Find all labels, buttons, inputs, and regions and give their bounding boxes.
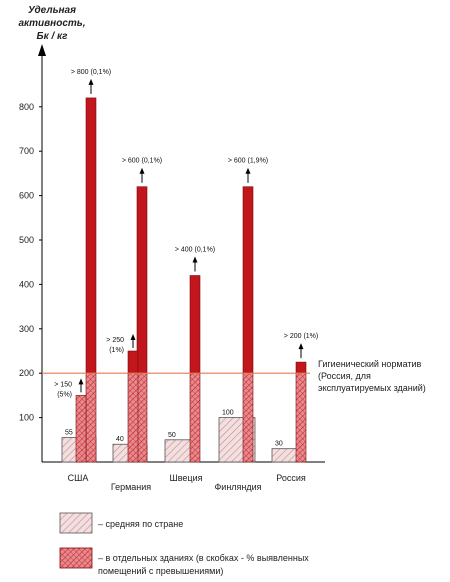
y-tick-label-400: 400 xyxy=(19,279,34,289)
label-extra-1-1: (1%) xyxy=(109,347,124,354)
label-buildings-0: > 800 (0,1%) xyxy=(71,69,111,76)
y-ticks: 100 200 300 400 500 600 700 800 xyxy=(19,102,42,423)
bar-buildings-top-4 xyxy=(295,361,307,374)
bar-buildings-top-2 xyxy=(189,275,201,374)
arrow-head-3 xyxy=(245,167,251,174)
category-label-2: Швеция xyxy=(170,473,203,483)
label-average-0: 55 xyxy=(65,430,73,437)
y-tick-label-500: 500 xyxy=(19,235,34,245)
norm-label-line-2: (Россия, для xyxy=(318,371,371,381)
y-tick-label-600: 600 xyxy=(19,191,34,201)
legend-swatch-buildings xyxy=(59,547,93,569)
y-axis-title-line-2: активность, xyxy=(19,18,86,29)
label-average-1: 40 xyxy=(116,436,124,443)
y-axis-title: Удельная активность, Бк / кг xyxy=(19,5,86,42)
bar-buildings-top-1 xyxy=(136,186,148,374)
legend-swatch-average xyxy=(59,512,93,534)
label-extra-0-1: (5%) xyxy=(57,391,72,398)
arrow-head-1 xyxy=(139,167,145,174)
arrow-head-2 xyxy=(192,256,198,263)
arrow-head-4 xyxy=(298,343,304,350)
label-extra-1-0: > 250 xyxy=(106,337,124,344)
legend: – средняя по стране – в отдельных здания… xyxy=(59,512,309,576)
label-extra-0-0: > 150 xyxy=(54,381,72,388)
bar-extra-base-0 xyxy=(75,395,87,463)
label-buildings-3: > 600 (1,9%) xyxy=(228,158,268,165)
bar-buildings-base-1 xyxy=(136,372,148,463)
norm-label-line-3: эксплуатируемых зданий) xyxy=(318,383,426,393)
arrow-extra-head-0 xyxy=(78,378,84,385)
category-labels: США Германия Швеция Финляндия Россия xyxy=(68,473,306,492)
bar-buildings-top-0 xyxy=(85,97,97,374)
label-buildings-4: > 200 (1%) xyxy=(284,333,318,340)
legend-label-buildings-line-2: помещений с превышениями) xyxy=(98,566,223,576)
category-label-3: Финляндия xyxy=(214,482,261,492)
value-labels: 55 > 800 (0,1%) 40 > 600 (0,1%) 50 > 400 (0,1… xyxy=(54,69,318,448)
bar-buildings-base-4 xyxy=(295,372,307,463)
category-label-0: США xyxy=(68,473,89,483)
y-axis-title-line-3: Бк / кг xyxy=(37,31,69,42)
label-buildings-1: > 600 (0,1%) xyxy=(122,158,162,165)
legend-label-average: – средняя по стране xyxy=(98,519,183,529)
label-average-3: 100 xyxy=(222,410,234,417)
bar-extra-base-1 xyxy=(127,372,139,463)
bar-buildings-top-3 xyxy=(242,186,254,374)
y-tick-label-800: 800 xyxy=(19,102,34,112)
norm-label: Гигиенический норматив (Россия, для эксп… xyxy=(318,359,426,393)
y-tick-label-700: 700 xyxy=(19,146,34,156)
category-label-4: Россия xyxy=(276,473,306,483)
legend-label-buildings-line-1: – в отдельных зданиях (в скобках - % выя… xyxy=(98,553,309,563)
norm-label-line-1: Гигиенический норматив xyxy=(318,359,422,369)
y-tick-label-200: 200 xyxy=(19,368,34,378)
bars xyxy=(61,97,307,463)
bar-extra-top-1 xyxy=(127,350,139,374)
y-tick-label-100: 100 xyxy=(19,413,34,423)
arrow-extra-head-1 xyxy=(130,334,136,340)
label-buildings-2: > 400 (0,1%) xyxy=(175,247,215,254)
label-average-4: 30 xyxy=(275,441,283,448)
bar-buildings-base-3 xyxy=(242,372,254,463)
category-label-1: Германия xyxy=(111,482,151,492)
arrow-head-0 xyxy=(88,78,94,85)
y-axis-arrow xyxy=(38,44,46,56)
y-tick-label-300: 300 xyxy=(19,324,34,334)
y-axis-title-line-1: Удельная xyxy=(28,5,76,16)
bar-buildings-base-0 xyxy=(85,372,97,463)
label-average-2: 50 xyxy=(168,432,176,439)
bar-buildings-base-2 xyxy=(189,372,201,463)
